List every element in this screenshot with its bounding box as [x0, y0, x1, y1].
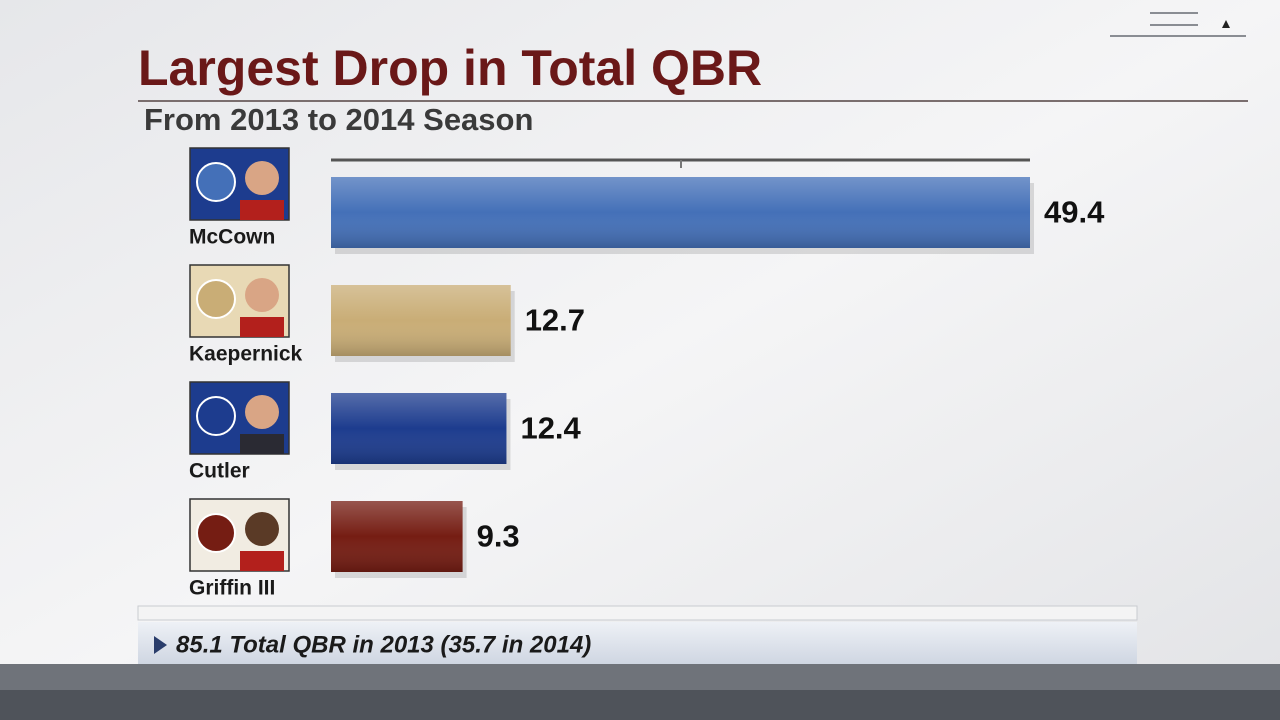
bar-shine: [331, 501, 463, 572]
category-label: McCown: [189, 226, 275, 249]
category-label: Cutler: [189, 460, 250, 483]
bottom-band-dark: [0, 690, 1280, 720]
value-label: 9.3: [477, 519, 520, 554]
player-photo: [189, 147, 290, 221]
player-head: [245, 395, 279, 429]
player-photo: [189, 498, 290, 572]
category-label: Kaepernick: [189, 343, 303, 366]
bar-shine: [331, 285, 511, 356]
team-logo: [196, 513, 236, 553]
footer-strip: [137, 605, 1138, 621]
player-head: [245, 512, 279, 546]
player-body: [240, 551, 284, 571]
value-label: 12.4: [520, 411, 581, 446]
player-photo: [189, 381, 290, 455]
player-photo: [189, 264, 290, 338]
chart-subtitle: From 2013 to 2014 Season: [144, 102, 533, 137]
player-body: [240, 200, 284, 220]
value-label: 12.7: [525, 303, 585, 338]
menu-arrow: [1222, 20, 1230, 28]
category-label: Griffin III: [189, 577, 275, 600]
bar-shine: [331, 393, 507, 464]
footer-box: [138, 622, 1137, 664]
value-label: 49.4: [1044, 195, 1105, 230]
team-logo: [196, 396, 236, 436]
player-head: [245, 278, 279, 312]
player-head: [245, 161, 279, 195]
team-logo: [196, 162, 236, 202]
bar-shine: [331, 177, 1030, 248]
player-body: [240, 317, 284, 337]
player-body: [240, 434, 284, 454]
footer-arrow: [154, 636, 167, 654]
team-logo: [196, 279, 236, 319]
menu-icon: [1110, 12, 1246, 37]
annotation: 85.1 Total QBR in 2013 (35.7 in 2014): [176, 631, 591, 658]
chart-title: Largest Drop in Total QBR: [138, 40, 762, 96]
